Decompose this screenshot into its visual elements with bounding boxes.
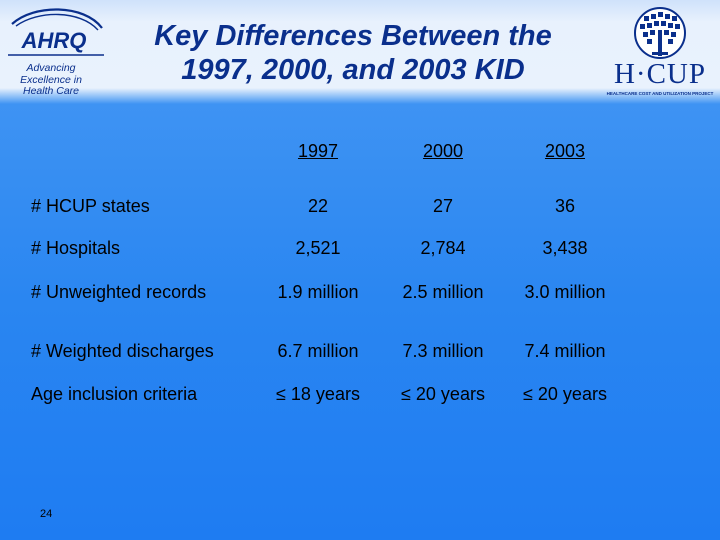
table-cell: 27 xyxy=(432,196,454,216)
tagline-line: Excellence in xyxy=(20,73,82,86)
ahrq-tagline: Advancing Excellence in Health Care xyxy=(4,62,98,98)
page-number: 24 xyxy=(40,508,53,520)
row-label: # Unweighted records xyxy=(31,282,207,302)
row-label: Age inclusion criteria xyxy=(31,384,198,404)
row-label: # HCUP states xyxy=(31,196,150,216)
table-cell: 7.3 million xyxy=(402,341,484,361)
table-cell: ≤ 20 years xyxy=(401,384,485,404)
title-line-2: 1997, 2000, and 2003 KID xyxy=(181,54,525,86)
table-cell: 2,784 xyxy=(420,238,466,258)
hcup-subtext: HEALTHCARE COST AND UTILIZATION PROJECT xyxy=(606,91,714,96)
ahrq-wordmark: AHRQ xyxy=(21,28,87,53)
ahrq-logo: AHRQ Advancing Excellence in Health Care xyxy=(4,6,108,98)
hcup-logo: H·CUP HEALTHCARE COST AND UTILIZATION PR… xyxy=(606,4,714,98)
table-cell: 3.0 million xyxy=(524,282,606,302)
column-header: 1997 xyxy=(297,141,339,161)
hcup-wordmark: H·CUP xyxy=(613,58,706,90)
table-cell: 6.7 million xyxy=(277,341,359,361)
tagline-line: Advancing xyxy=(26,62,76,74)
table-cell: ≤ 20 years xyxy=(523,384,607,404)
row-label: # Hospitals xyxy=(31,238,121,258)
column-header: 2003 xyxy=(544,141,586,161)
table-cell: 3,438 xyxy=(542,238,588,258)
table-cell: 7.4 million xyxy=(524,341,606,361)
table-cell: ≤ 18 years xyxy=(276,384,360,404)
table-cell: 1.9 million xyxy=(277,282,359,302)
row-label: # Weighted discharges xyxy=(31,341,214,361)
tagline-line: Health Care xyxy=(22,85,80,97)
column-header: 2000 xyxy=(422,141,464,161)
table-cell: 22 xyxy=(307,196,329,216)
table-cell: 36 xyxy=(554,196,576,216)
ahrq-mark-icon: AHRQ xyxy=(8,8,104,56)
slide-title: Key Differences Between the 1997, 2000, … xyxy=(118,19,588,87)
title-line-1: Key Differences Between the xyxy=(154,20,552,52)
hcup-grid-icon xyxy=(634,7,686,59)
table-cell: 2.5 million xyxy=(402,282,484,302)
table-cell: 2,521 xyxy=(295,238,341,258)
